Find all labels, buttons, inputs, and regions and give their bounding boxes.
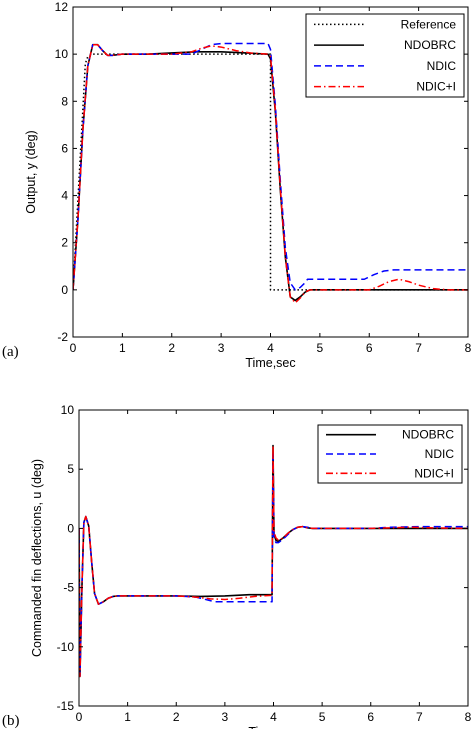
legend-entry: NDIC+I <box>416 80 456 94</box>
series-line-ndic-i <box>73 43 468 304</box>
x-tick-label: 6 <box>367 710 374 724</box>
x-tick-label: 6 <box>366 341 373 355</box>
x-tick-label: 4 <box>267 341 274 355</box>
x-tick-label: 2 <box>173 710 180 724</box>
y-tick-label: 10 <box>61 403 75 417</box>
y-axis-label: Commanded fin deflections, u (deg) <box>30 459 44 657</box>
y-axis-label: Output, y (deg) <box>24 130 38 213</box>
x-tick-label: 3 <box>222 710 229 724</box>
x-tick-label: 7 <box>415 341 422 355</box>
y-tick-label: 5 <box>67 462 74 476</box>
panel-label: (a) <box>2 344 19 360</box>
x-tick-label: 4 <box>270 710 277 724</box>
legend-entry: NDIC+I <box>414 466 454 480</box>
x-tick-label: 1 <box>119 341 126 355</box>
y-tick-label: -15 <box>57 699 75 713</box>
y-tick-label: 10 <box>55 47 69 61</box>
y-tick-label: 12 <box>55 0 69 14</box>
legend-entry: NDIC <box>425 447 455 461</box>
y-tick-label: 8 <box>61 94 68 108</box>
x-axis-label: Time,sec <box>248 725 298 729</box>
x-tick-label: 5 <box>319 710 326 724</box>
y-tick-label: 6 <box>61 141 68 155</box>
legend: NDOBRC NDIC NDIC+I <box>317 424 463 484</box>
legend-entry: NDIC <box>427 59 457 73</box>
x-tick-label: 7 <box>416 710 423 724</box>
x-tick-label: 3 <box>218 341 225 355</box>
legend: Reference NDOBRC NDIC NDIC+I <box>305 13 465 98</box>
legend-entry: NDOBRC <box>404 38 456 52</box>
legend-entry: Reference <box>401 17 457 31</box>
y-tick-label: -10 <box>57 640 75 654</box>
y-tick-label: 0 <box>61 283 68 297</box>
y-tick-label: 2 <box>61 236 68 250</box>
x-tick-label: 0 <box>76 710 83 724</box>
legend-entry: NDOBRC <box>402 428 454 442</box>
x-tick-label: 2 <box>168 341 175 355</box>
chart-panel-b: 0 1 2 3 4 5 6 7 8 -15 -10 -5 0 5 10 Time,sec Commanded f… <box>2 403 472 729</box>
x-axis-label: Time,sec <box>245 356 295 370</box>
legend-box <box>305 13 465 98</box>
y-tick-label: -5 <box>63 581 74 595</box>
series-line-ndic-i <box>79 444 468 678</box>
y-tick-label: 0 <box>67 521 74 535</box>
panel-label: (b) <box>2 713 20 729</box>
x-tick-label: 8 <box>465 710 472 724</box>
x-tick-label: 8 <box>465 341 472 355</box>
x-tick-label: 0 <box>70 341 77 355</box>
x-tick-label: 1 <box>124 710 131 724</box>
x-tick-label: 5 <box>317 341 324 355</box>
y-tick-label: 4 <box>61 189 68 203</box>
y-tick-label: -2 <box>57 330 68 344</box>
